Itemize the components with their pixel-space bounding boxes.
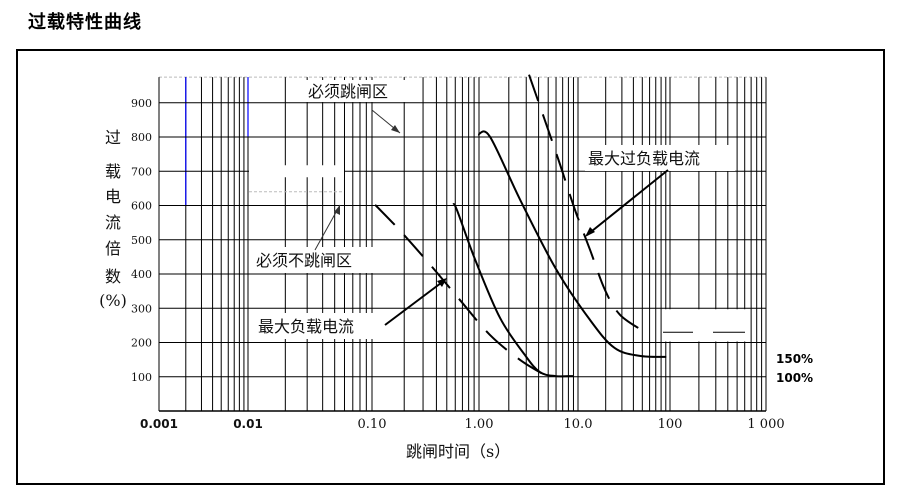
annotations: 必须跳闸区 必须不跳闸区 最大负载电流 最大过负载电流 (252, 80, 735, 339)
grid: 100 200 300 400 500 600 700 800 900 0.001 0.01 0.10… (131, 76, 785, 432)
annotation-must-trip: 必须跳闸区 (308, 82, 388, 101)
annotation-max-load: 最大负载电流 (258, 317, 354, 336)
arrowhead-must-trip (391, 125, 400, 133)
y-axis-label-char: (%) (99, 291, 127, 310)
y-axis-label-char: 电 (105, 187, 121, 206)
label-blank (663, 309, 748, 342)
y-axis-label-char: 倍 (105, 239, 121, 258)
x-tick-label: 0.01 (233, 417, 263, 431)
curve-max-load (452, 203, 574, 378)
x-tick-label: 10.0 (564, 417, 593, 432)
page-title: 过载特性曲线 (28, 12, 142, 33)
right-label-150: 150% (776, 352, 813, 366)
y-tick-label: 100 (131, 371, 152, 384)
arrowhead-max-overload (585, 227, 595, 237)
y-axis-label-char: 过 (105, 128, 121, 147)
x-tick-label: 0.001 (140, 417, 178, 431)
y-tick-label: 900 (131, 97, 152, 110)
arrowhead-max-load (437, 278, 447, 287)
arrow-max-load (384, 279, 446, 326)
y-tick-label: 200 (131, 337, 152, 350)
arrow-max-overload (586, 169, 669, 236)
y-axis-label-char: 数 (105, 267, 121, 286)
x-tick-label: 1 000 (747, 417, 784, 432)
x-axis-label: 跳闸时间（s） (406, 442, 510, 461)
x-tick-label: 0.10 (358, 417, 387, 432)
y-tick-label: 600 (131, 200, 152, 213)
y-axis-label-char: 载 (105, 162, 121, 181)
chart-frame (16, 49, 885, 485)
label-blank (249, 165, 344, 178)
annotation-max-overload: 最大过负载电流 (588, 149, 700, 168)
right-label-100: 100% (776, 371, 813, 385)
y-tick-label: 500 (131, 234, 152, 247)
annotation-must-not-trip: 必须不跳闸区 (256, 251, 352, 270)
y-tick-label: 700 (131, 165, 152, 178)
curves (374, 74, 667, 378)
curve-must-trip-boundary (528, 74, 646, 333)
y-tick-label: 800 (131, 131, 152, 144)
y-axis-label-char: 流 (105, 213, 121, 232)
arrowhead-must-not-trip (334, 205, 340, 215)
curve-max-overload (477, 130, 667, 358)
x-tick-label: 100 (658, 417, 683, 432)
y-tick-label: 300 (131, 302, 152, 315)
x-tick-label: 1.00 (465, 417, 494, 432)
curve-must-not-trip-boundary (374, 204, 546, 376)
y-tick-label: 400 (131, 268, 152, 281)
